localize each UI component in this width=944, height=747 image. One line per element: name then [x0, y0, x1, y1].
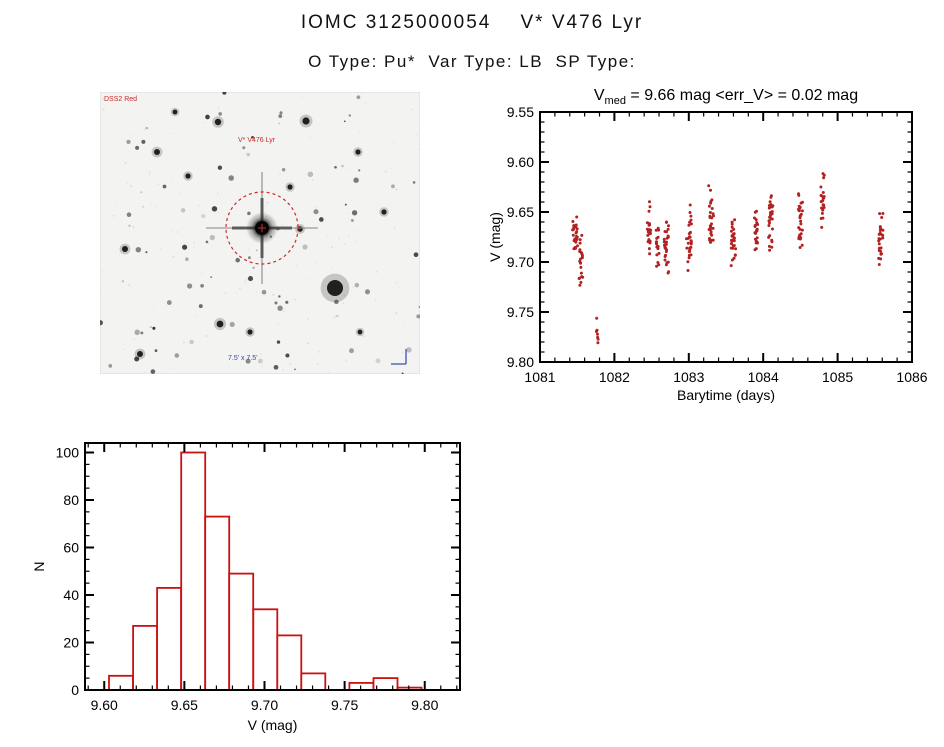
svg-text:9.80: 9.80: [507, 354, 534, 370]
svg-text:9.60: 9.60: [507, 154, 534, 170]
tick-labels: 1081 1082 1083 1084 1085 1086 9.55 9.60 9.65 9.70…: [507, 104, 928, 385]
lightcurve-ylabel: V (mag): [487, 212, 503, 262]
notable-stars: [119, 107, 389, 360]
aperture-circle: [225, 191, 299, 265]
lightcurve-title: Vmed = 9.66 mag <err_V> = 0.02 mag: [594, 87, 858, 107]
svg-text:9.75: 9.75: [331, 697, 358, 713]
histogram-ylabel: N: [31, 561, 47, 571]
star-field: [100, 92, 420, 374]
axes: [84, 442, 461, 691]
svg-text:9.70: 9.70: [251, 697, 278, 713]
svg-text:9.75: 9.75: [507, 304, 534, 320]
svg-text:9.65: 9.65: [171, 697, 198, 713]
page-subtitle: O Type: Pu* Var Type: LB SP Type:: [308, 52, 636, 71]
svg-text:0: 0: [71, 682, 79, 698]
svg-text:9.70: 9.70: [507, 254, 534, 270]
svg-text:9.65: 9.65: [507, 204, 534, 220]
compass-icon: [391, 349, 407, 365]
svg-text:9.80: 9.80: [411, 697, 438, 713]
lightcurve-xlabel: Barytime (days): [677, 387, 775, 403]
svg-text:9.55: 9.55: [507, 104, 534, 120]
finder-chart: DSS2 Red V* V476 Lyr 7.5' x 7.5': [100, 92, 420, 374]
scatter-points: [571, 172, 885, 345]
finder-annotation-scale: 7.5' x 7.5': [228, 355, 258, 362]
svg-text:100: 100: [56, 445, 80, 461]
finder-annotation-survey: DSS2 Red: [104, 96, 137, 103]
lightcurve-plot: 1081 1082 1083 1084 1085 1086 9.55 9.60 9.65 9.70…: [487, 87, 928, 403]
tick-labels: 9.60 9.65 9.70 9.75 9.80 0 20 40 60 80 100: [56, 445, 439, 714]
svg-text:1084: 1084: [748, 369, 779, 385]
histogram-bars: [108, 451, 423, 692]
svg-text:80: 80: [63, 492, 79, 508]
svg-text:1081: 1081: [524, 369, 555, 385]
svg-text:40: 40: [63, 587, 79, 603]
histogram-plot: 9.60 9.65 9.70 9.75 9.80 0 20 40 60 80 100 V (mag) N: [31, 442, 461, 733]
svg-text:9.60: 9.60: [91, 697, 118, 713]
histogram-xlabel: V (mag): [248, 717, 298, 733]
finder-annotation-target: V* V476 Lyr: [238, 137, 276, 144]
svg-text:1082: 1082: [599, 369, 630, 385]
svg-text:60: 60: [63, 540, 79, 556]
axes: [539, 111, 913, 363]
svg-text:1086: 1086: [896, 369, 927, 385]
svg-text:1083: 1083: [673, 369, 704, 385]
page-title: IOMC 3125000054 V* V476 Lyr: [300, 12, 644, 33]
svg-text:1085: 1085: [822, 369, 853, 385]
svg-text:20: 20: [63, 635, 79, 651]
